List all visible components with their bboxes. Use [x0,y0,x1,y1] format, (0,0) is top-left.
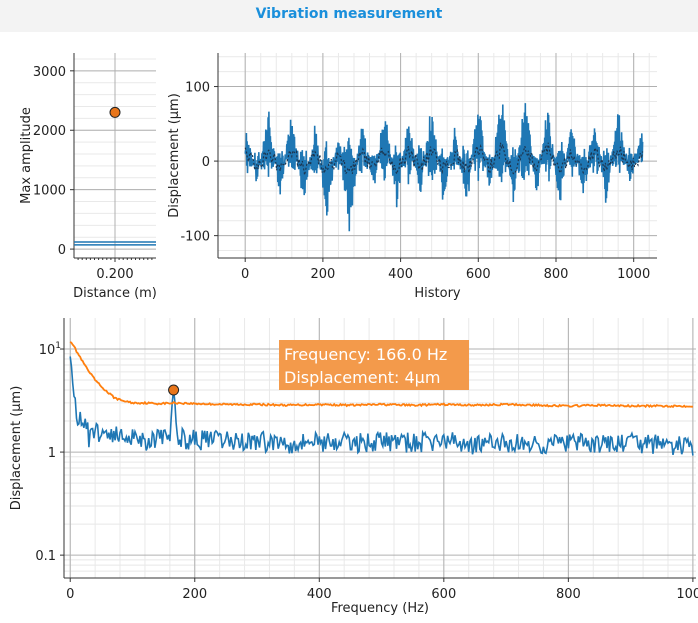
grid [74,53,156,258]
x-axis-label: History [414,286,461,301]
x-tick-label: 800 [556,587,581,602]
x-tick-label: 200 [310,267,335,282]
peak-marker [168,384,180,396]
x-tick-label: 0 [241,267,249,282]
y-tick-label: 101 [39,341,61,358]
tooltip-background [279,340,469,390]
y-tick-label: 3000 [33,65,66,80]
title-bar [0,0,698,32]
x-tick-label: 600 [466,267,491,282]
y-tick-label: 1000 [33,184,66,199]
y-axis-label: Max amplitude [19,107,34,204]
history-trend-series [244,142,644,176]
y-tick-label: -100 [180,230,210,245]
x-tick-label: 200 [182,587,207,602]
x-tick-label: 400 [307,587,332,602]
y-tick-label: 0 [58,243,66,258]
y-tick-label: 2000 [33,124,66,139]
reference-series [69,341,693,409]
history-series [244,103,644,232]
amplitude-point [109,106,121,118]
y-tick-label: 1 [48,446,56,461]
y-axis-label: Displacement (µm) [9,386,24,511]
chart-spectrum: 0.1110102004006008001000Frequency (Hz)Di… [9,318,698,616]
chart-max-amplitude: 0 1000 2000 3000 0.200 Distance (m) Max amplit… [19,53,157,301]
x-tick-label: 600 [431,587,456,602]
x-axis-label: Frequency (Hz) [331,601,429,616]
x-tick-label: 0 [66,587,74,602]
x-tick-label: 1000 [676,587,698,602]
x-tick-label: 0.200 [96,267,133,282]
x-tick-label: 800 [544,267,569,282]
y-tick-label: 0 [202,155,210,170]
y-tick-exponent: 1 [55,341,61,351]
peak-tooltip: Frequency: 166.0 Hz Displacement: 4µm [279,340,469,390]
y-tick-label: 100 [185,81,210,96]
x-tick-label: 400 [388,267,413,282]
tooltip-displacement: Displacement: 4µm [284,368,440,387]
tooltip-frequency: Frequency: 166.0 Hz [284,345,447,364]
x-tick-label: 1000 [617,267,650,282]
y-tick-label: 0.1 [35,549,56,564]
y-axis-label: Displacement (µm) [167,93,182,218]
x-axis-label: Distance (m) [73,286,157,301]
page-title: Vibration measurement [255,6,443,22]
